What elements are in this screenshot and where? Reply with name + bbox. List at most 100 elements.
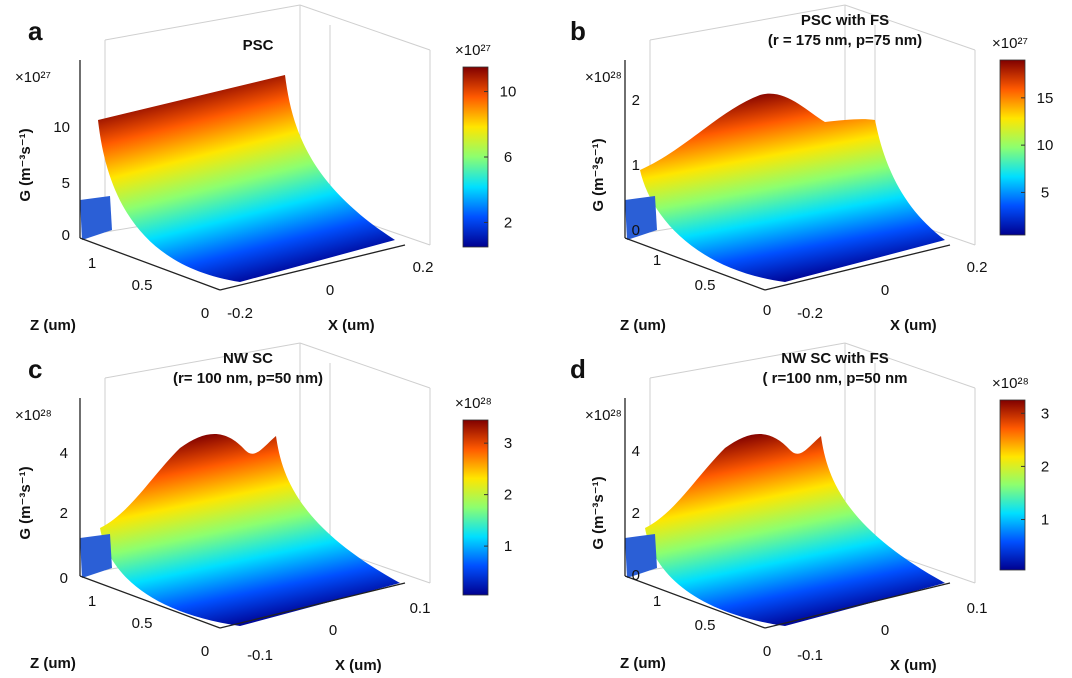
panel-c: c NW SC (r= 100 nm, p=50 nm) ×10²⁸ 0 2 4 G (m⁻³… bbox=[0, 338, 520, 678]
colorbar-tick-label: 1 bbox=[504, 538, 512, 555]
colorbar bbox=[999, 59, 1026, 236]
surface-chart-a: a PSC ×10²⁷ 0 5 10 G (m⁻³s⁻¹) 0 0.5 1 Z (um) -0.2 0 0… bbox=[15, 4, 517, 334]
y-tick-label: 1 bbox=[653, 252, 661, 269]
x-tick-label: -0.1 bbox=[797, 647, 823, 664]
z-tick-label: 0 bbox=[60, 570, 68, 587]
chart-title: PSC with FS bbox=[801, 12, 889, 29]
surface-left-strip bbox=[625, 196, 657, 240]
z-axis-label: G (m⁻³s⁻¹) bbox=[17, 466, 34, 539]
x-tick-label: 0 bbox=[329, 622, 337, 639]
z-tick-label: 4 bbox=[60, 445, 68, 462]
x-tick-label: 0.2 bbox=[967, 259, 988, 276]
surface-chart-b: b PSC with FS(r = 175 nm, p=75 nm)×10²⁸01… bbox=[570, 4, 1054, 334]
z-tick-label: 2 bbox=[632, 505, 640, 522]
y-tick-label: 0.5 bbox=[132, 615, 153, 632]
colorbar-tick-label: 5 bbox=[1041, 184, 1049, 201]
z-multiplier: ×10²⁷ bbox=[15, 69, 51, 86]
generation-surface bbox=[640, 93, 945, 282]
y-tick-label: 0.5 bbox=[132, 277, 153, 294]
z-tick-label: 10 bbox=[53, 119, 70, 136]
colorbar-multiplier: ×10²⁷ bbox=[455, 42, 491, 59]
z-tick-label: 5 bbox=[62, 175, 70, 192]
colorbar-tick-label: 6 bbox=[504, 149, 512, 166]
x-axis-label: X (um) bbox=[328, 317, 375, 334]
axis-lines bbox=[624, 398, 951, 629]
x-tick-label: -0.1 bbox=[247, 647, 273, 664]
axis-lines bbox=[79, 60, 406, 291]
panel-letter: a bbox=[28, 16, 43, 46]
generation-surface bbox=[98, 75, 395, 282]
x-axis-label: X (um) bbox=[890, 317, 937, 334]
x-axis-label: X (um) bbox=[335, 657, 382, 673]
panel-letter: c bbox=[28, 354, 42, 384]
panel-letter: b bbox=[570, 16, 586, 46]
colorbar bbox=[462, 66, 489, 248]
chart-subtitle: ( r=100 nm, p=50 nm bbox=[762, 370, 907, 387]
axis-lines bbox=[624, 60, 951, 291]
y-axis-label: Z (um) bbox=[30, 317, 76, 334]
colorbar-tick-label: 15 bbox=[1037, 90, 1054, 107]
panel-b: b PSC with FS (r = 175 nm, p=75 nm) ×10²⁸ 0 1… bbox=[545, 0, 1065, 340]
colorbar bbox=[462, 419, 489, 596]
x-tick-label: -0.2 bbox=[227, 305, 253, 322]
z-axis-label: G (m⁻³s⁻¹) bbox=[590, 138, 607, 211]
y-axis-label: Z (um) bbox=[620, 317, 666, 334]
z-tick-label: 2 bbox=[60, 505, 68, 522]
panel-letter: d bbox=[570, 354, 586, 384]
z-tick-label: 2 bbox=[632, 92, 640, 109]
z-tick-label: 0 bbox=[632, 222, 640, 239]
surface-left-strip bbox=[80, 196, 112, 240]
colorbar-multiplier: ×10²⁷ bbox=[992, 35, 1028, 52]
x-tick-label: 0.2 bbox=[413, 259, 434, 276]
colorbar-multiplier: ×10²⁸ bbox=[992, 375, 1029, 392]
y-tick-label: 0.5 bbox=[695, 277, 716, 294]
surface-chart-c: c NW SC (r= 100 nm, p=50 nm) ×10²⁸ 0 2 4 G (m⁻³… bbox=[15, 342, 512, 674]
x-tick-label: -0.2 bbox=[797, 305, 823, 322]
x-tick-label: 0.1 bbox=[410, 600, 431, 617]
colorbar-multiplier: ×10²⁸ bbox=[455, 395, 492, 412]
y-tick-label: 1 bbox=[88, 593, 96, 610]
chart-title: PSC bbox=[243, 37, 274, 54]
panel-d: d NW SC with FS ( r=100 nm, p=50 nm ×10²⁸ 0 2… bbox=[545, 338, 1065, 678]
y-tick-label: 1 bbox=[88, 255, 96, 272]
chart-subtitle: (r= 100 nm, p=50 nm) bbox=[173, 370, 323, 387]
generation-surface bbox=[645, 434, 945, 626]
y-axis-label: Z (um) bbox=[30, 655, 76, 672]
surface-chart-d: d NW SC with FS ( r=100 nm, p=50 nm ×10²⁸ 0 2… bbox=[570, 342, 1049, 674]
colorbar-tick-label: 2 bbox=[1041, 458, 1049, 475]
chart-title: NW SC bbox=[223, 350, 273, 367]
colorbar bbox=[999, 399, 1026, 571]
z-axis-label: G (m⁻³s⁻¹) bbox=[590, 476, 607, 549]
colorbar-tick-label: 10 bbox=[500, 84, 517, 101]
panel-a: a PSC ×10²⁷ 0 5 10 G (m⁻³s⁻¹) 0 0.5 1 Z (um) -0.2 0 0… bbox=[0, 0, 520, 340]
surface-left-strip bbox=[625, 534, 657, 578]
colorbar-tick-label: 10 bbox=[1037, 137, 1054, 154]
colorbar-tick-label: 3 bbox=[1041, 405, 1049, 422]
y-axis-label: Z (um) bbox=[620, 655, 666, 672]
x-axis-label: X (um) bbox=[890, 657, 937, 673]
y-tick-label: 0 bbox=[201, 643, 209, 660]
y-tick-label: 0 bbox=[763, 643, 771, 660]
z-axis-label: G (m⁻³s⁻¹) bbox=[17, 128, 34, 201]
y-tick-label: 1 bbox=[653, 593, 661, 610]
y-tick-label: 0.5 bbox=[695, 617, 716, 634]
generation-surface bbox=[100, 434, 400, 626]
axis-lines bbox=[79, 398, 406, 629]
z-multiplier: ×10²⁸ bbox=[15, 407, 52, 424]
surface-left-strip bbox=[80, 534, 112, 578]
colorbar-tick-label: 2 bbox=[504, 487, 512, 504]
y-tick-label: 0 bbox=[763, 302, 771, 319]
z-multiplier: ×10²⁸ bbox=[585, 69, 622, 86]
y-tick-label: 0 bbox=[201, 305, 209, 322]
chart-title: NW SC with FS bbox=[781, 350, 889, 367]
chart-subtitle: (r = 175 nm, p=75 nm) bbox=[768, 32, 922, 49]
colorbar-tick-label: 3 bbox=[504, 435, 512, 452]
x-tick-label: 0.1 bbox=[967, 600, 988, 617]
x-tick-label: 0 bbox=[881, 622, 889, 639]
x-tick-label: 0 bbox=[881, 282, 889, 299]
x-tick-label: 0 bbox=[326, 282, 334, 299]
z-tick-label: 0 bbox=[62, 227, 70, 244]
colorbar-tick-label: 2 bbox=[504, 214, 512, 231]
z-tick-label: 1 bbox=[632, 157, 640, 174]
colorbar-tick-label: 1 bbox=[1041, 512, 1049, 529]
